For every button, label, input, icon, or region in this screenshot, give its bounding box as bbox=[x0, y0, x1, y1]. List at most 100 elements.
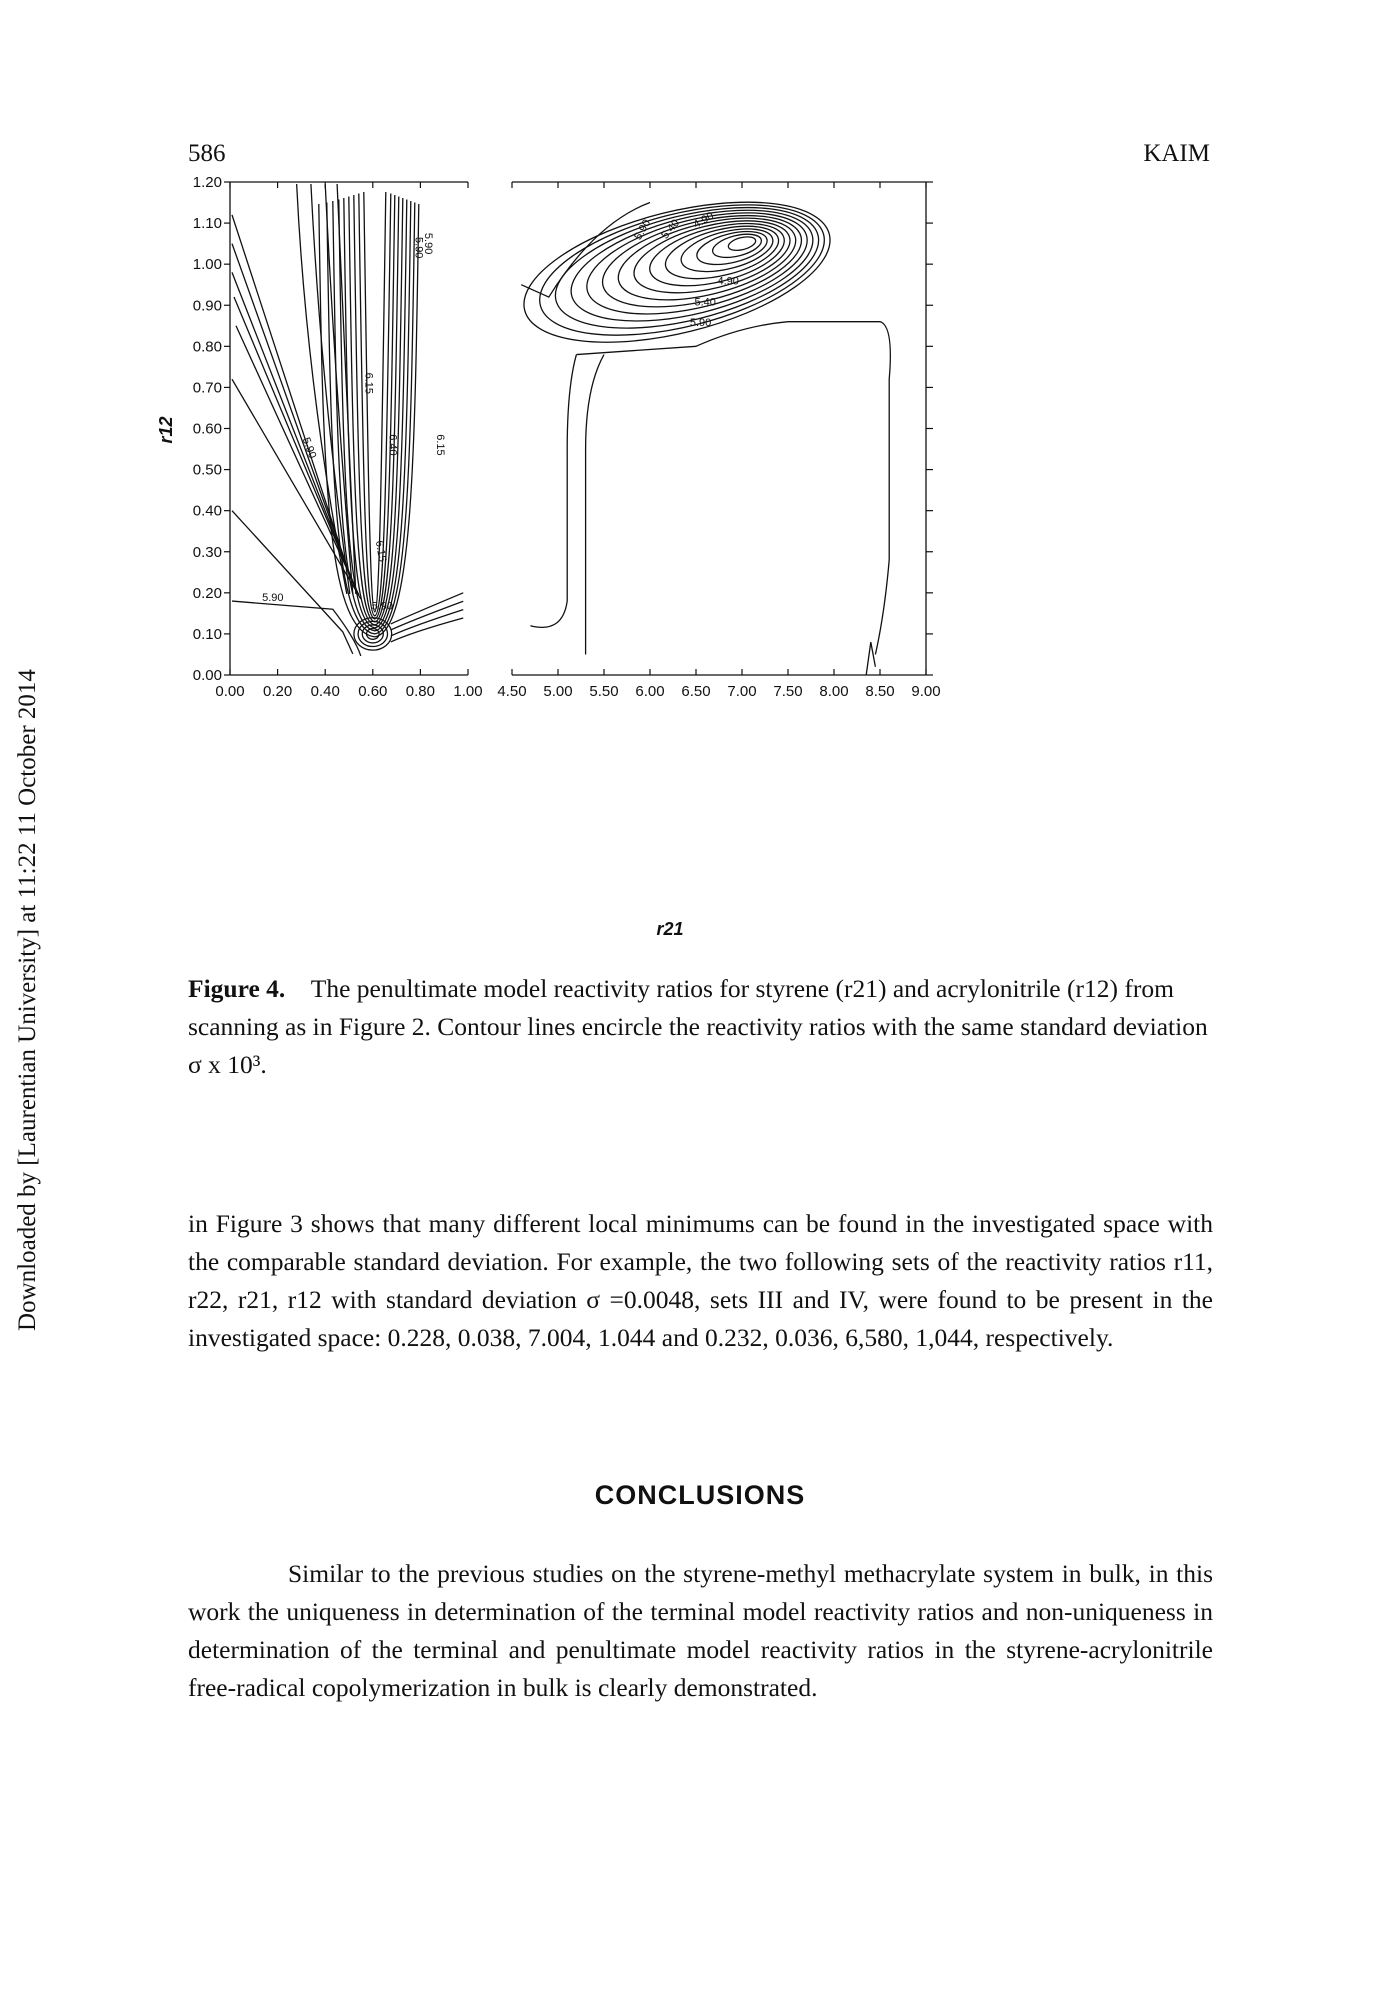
y-tick-label: 1.10 bbox=[193, 215, 222, 232]
x-tick-label-left: 0.40 bbox=[311, 683, 340, 700]
contour-loop bbox=[617, 217, 797, 301]
contour-loop bbox=[696, 230, 768, 266]
body-paragraph-1: in Figure 3 shows that many different lo… bbox=[188, 1209, 1213, 1352]
contour-line bbox=[231, 600, 362, 657]
contour-label: 5.90 bbox=[372, 600, 393, 612]
contour-line bbox=[584, 354, 605, 655]
y-tick-label: 0.40 bbox=[193, 503, 222, 520]
contour-line bbox=[336, 183, 357, 594]
contour-loop bbox=[539, 204, 825, 336]
x-tick-label-right: 5.50 bbox=[589, 683, 618, 700]
y-axis-label: r12 bbox=[156, 416, 176, 443]
contour-line bbox=[231, 272, 356, 588]
x-tick-label-right: 6.50 bbox=[681, 683, 710, 700]
contour-loop bbox=[361, 624, 384, 644]
contour-line bbox=[332, 200, 412, 632]
contour-line bbox=[324, 183, 354, 594]
contour-label: 5.90 bbox=[413, 237, 425, 258]
contour-line bbox=[353, 194, 396, 620]
contour-line bbox=[390, 609, 464, 637]
contour-loop bbox=[711, 233, 763, 259]
x-tick-label-right: 4.50 bbox=[497, 683, 526, 700]
contour-line bbox=[231, 243, 354, 584]
y-tick-label: 0.30 bbox=[193, 544, 222, 561]
contour-label: 5.90 bbox=[300, 436, 319, 460]
x-tick-label-right: 9.00 bbox=[911, 683, 940, 700]
contour-label: 5.90 bbox=[262, 592, 283, 604]
section-heading-conclusions: CONCLUSIONS bbox=[594, 1480, 806, 1510]
contour-label: 5.90 bbox=[690, 317, 711, 329]
x-tick-label-left: 0.60 bbox=[358, 683, 387, 700]
figure-caption: Figure 4. The penultimate model reactivi… bbox=[188, 970, 1213, 1084]
x-tick-label-right: 6.00 bbox=[635, 683, 664, 700]
contour-line bbox=[865, 642, 877, 676]
y-tick-label: 0.60 bbox=[193, 421, 222, 438]
left-panel-contours bbox=[231, 183, 464, 657]
x-tick-label-left: 0.80 bbox=[406, 683, 435, 700]
contour-loop bbox=[554, 206, 820, 329]
contour-line bbox=[233, 296, 358, 592]
contour-line bbox=[310, 183, 351, 595]
tick-labels: 1.20 1.10 1.00 0.90 0.80 0.70 0.60 0.50 0.40 0.30… bbox=[193, 174, 941, 700]
contour-figure: 1.20 1.10 1.00 0.90 0.80 0.70 0.60 0.50 0.40 0.30… bbox=[156, 174, 941, 939]
x-tick-label-right: 5.00 bbox=[543, 683, 572, 700]
contour-label: 6.15 bbox=[363, 373, 375, 394]
contour-loop bbox=[523, 201, 831, 343]
contour-line bbox=[358, 193, 392, 617]
contour-line bbox=[363, 191, 387, 613]
contour-line bbox=[231, 214, 352, 580]
contour-label: 6.40 bbox=[386, 434, 398, 455]
contour-line bbox=[576, 321, 891, 655]
y-tick-label: 0.10 bbox=[193, 626, 222, 643]
contour-label: 4.90 bbox=[717, 276, 738, 288]
contour-loop bbox=[365, 627, 380, 640]
contour-line bbox=[326, 202, 416, 635]
contour-label: 6.15 bbox=[373, 540, 389, 563]
y-tick-label: 1.00 bbox=[193, 256, 222, 273]
contour-loop bbox=[353, 617, 393, 651]
contour-line bbox=[338, 199, 408, 629]
y-tick-label: 0.50 bbox=[193, 462, 222, 479]
contour-line bbox=[530, 354, 578, 628]
left-panel-axes bbox=[224, 181, 469, 676]
right-panel-axes bbox=[511, 181, 933, 676]
contour-loop bbox=[680, 228, 774, 273]
y-tick-label: 0.80 bbox=[193, 338, 222, 355]
contour-label: 6.15 bbox=[434, 434, 446, 455]
caption-label: Figure 4. bbox=[188, 974, 286, 1003]
x-tick-label-right: 8.50 bbox=[865, 683, 894, 700]
right-panel-contours bbox=[520, 201, 891, 676]
download-side-note-text: Downloaded by [Laurentian University] at… bbox=[14, 669, 41, 1331]
x-tick-label-right: 7.00 bbox=[727, 683, 756, 700]
contour-line bbox=[295, 183, 348, 595]
contour-loop bbox=[570, 209, 814, 322]
contour-line bbox=[235, 325, 360, 596]
contour-loop bbox=[649, 222, 785, 287]
contour-loop bbox=[633, 220, 791, 294]
y-tick-label: 0.70 bbox=[193, 379, 222, 396]
contour-loop bbox=[601, 214, 803, 308]
contour-loop bbox=[664, 225, 780, 280]
x-tick-label-right: 7.50 bbox=[773, 683, 802, 700]
contour-loop bbox=[586, 212, 808, 315]
contour-loop bbox=[727, 236, 757, 252]
x-tick-label-left: 1.00 bbox=[453, 683, 482, 700]
body-paragraph-2: Similar to the previous studies on the s… bbox=[188, 1559, 1213, 1702]
contour-line bbox=[390, 617, 464, 643]
contour-label: 5.90 bbox=[422, 233, 434, 254]
figure-4: 1.20 1.10 1.00 0.90 0.80 0.70 0.60 0.50 0.40 0.30… bbox=[150, 174, 1240, 950]
y-tick-label: 0.20 bbox=[193, 585, 222, 602]
x-tick-label-right: 8.00 bbox=[819, 683, 848, 700]
caption-text: The penultimate model reactivity ratios … bbox=[188, 974, 1208, 1079]
page-number: 586 bbox=[188, 140, 226, 167]
x-axis-label: r21 bbox=[656, 919, 683, 939]
y-tick-label: 0.00 bbox=[193, 667, 222, 684]
y-tick-label: 1.20 bbox=[193, 174, 222, 191]
x-tick-label-left: 0.00 bbox=[215, 683, 244, 700]
contour-line bbox=[231, 378, 362, 600]
contour-line bbox=[318, 203, 420, 638]
contour-loop bbox=[357, 620, 389, 648]
y-tick-label: 0.90 bbox=[193, 297, 222, 314]
contour-line bbox=[231, 510, 354, 655]
contour-line bbox=[390, 592, 464, 625]
